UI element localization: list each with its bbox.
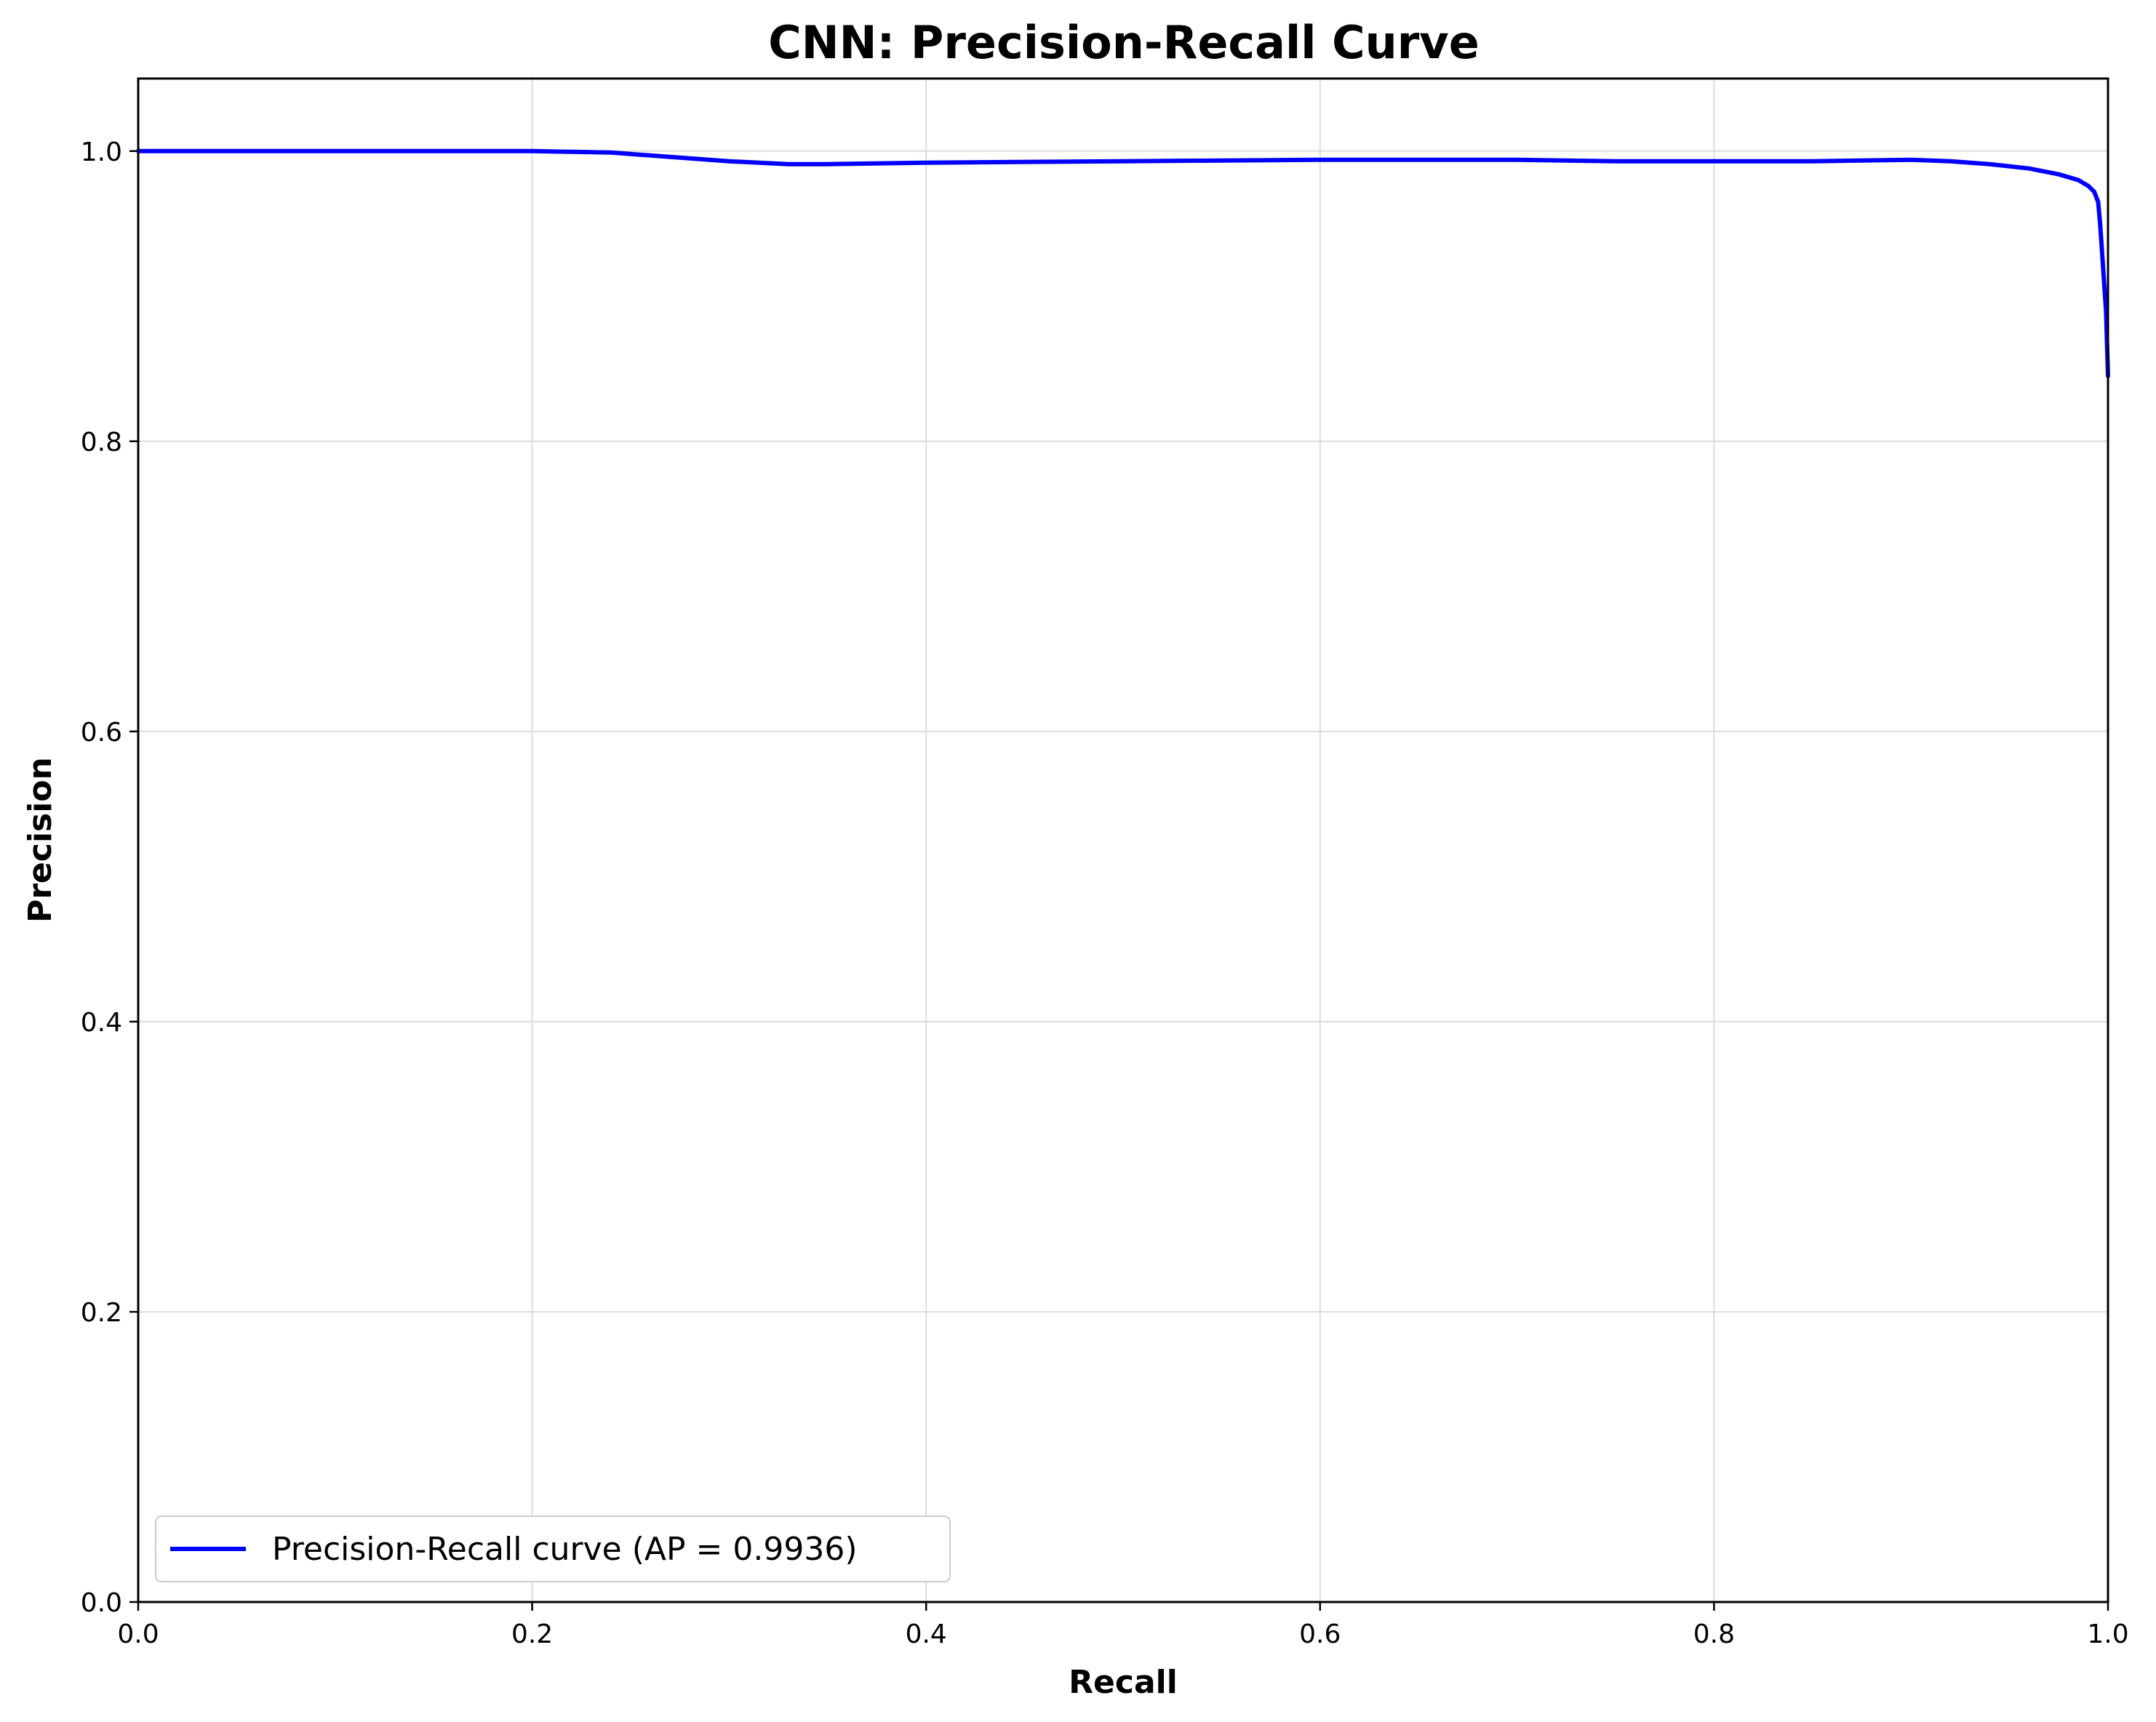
plot-frame: [137, 77, 2109, 1603]
y-tick-label: 0.6: [81, 718, 122, 748]
x-tick-label: 0.4: [906, 1619, 947, 1649]
legend: Precision-Recall curve (AP = 0.9936): [155, 1515, 951, 1582]
x-axis-label: Recall: [1069, 1664, 1178, 1701]
y-tick-label: 0.2: [81, 1298, 122, 1328]
y-axis-label: Precision: [22, 757, 59, 923]
legend-entry-label: Precision-Recall curve (AP = 0.9936): [272, 1531, 857, 1568]
y-axis: 0.0 0.2 0.4 0.6 0.8 1.0: [81, 137, 138, 1618]
x-tick-label: 0.2: [511, 1619, 553, 1649]
x-tick-label: 0.0: [117, 1619, 159, 1649]
y-tick-label: 0.4: [81, 1008, 122, 1038]
series-line-precision-recall: [136, 148, 2110, 379]
y-tick-label: 1.0: [81, 137, 122, 167]
y-tick-label: 0.8: [81, 428, 122, 457]
legend-box: [155, 1515, 951, 1582]
x-axis: 0.0 0.2 0.4 0.6 0.8 1.0: [117, 1602, 2129, 1649]
y-tick-label: 0.0: [81, 1588, 122, 1618]
x-tick-label: 0.8: [1693, 1619, 1735, 1649]
series-layer: [136, 148, 2110, 379]
chart-title: CNN: Precision-Recall Curve: [768, 16, 1480, 69]
x-tick-label: 1.0: [2087, 1619, 2128, 1649]
x-tick-label: 0.6: [1299, 1619, 1341, 1649]
